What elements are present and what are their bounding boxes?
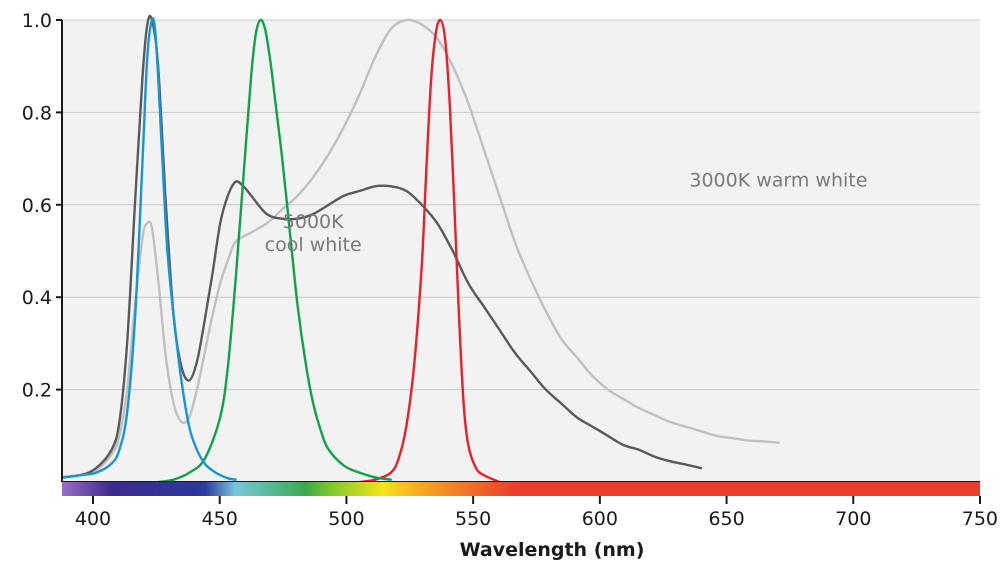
series-line [60,14,703,479]
x-tick-label: 750 [962,508,998,530]
x-tick-label: 600 [582,508,618,530]
y-tick-label: 0.4 [22,287,52,309]
grid-lines [56,19,980,391]
series-annotation: 3000K warm white [689,169,867,191]
y-tick-label: 0.8 [22,102,52,124]
y-tick-label: 0.2 [22,380,52,402]
x-tick-label: 400 [75,508,111,530]
y-tick-label: 0.6 [22,195,52,217]
spectrum-color-bar [62,482,980,496]
series-line [60,18,780,479]
x-tick-label: 550 [455,508,491,530]
y-tick-label: 1.0 [22,10,52,32]
series-group [60,14,780,484]
x-tick-label: 700 [835,508,871,530]
series-line [60,17,237,481]
x-tick-label: 450 [202,508,238,530]
x-axis-title: Wavelength (nm) [460,539,645,560]
x-tick-label: 650 [708,508,744,530]
series-line [156,18,392,484]
series-annotation: cool white [265,234,362,256]
y-tick-labels: 0.2 0.4 0.6 0.8 1.0 [22,10,52,402]
plot-background [62,20,980,482]
x-tick-label: 500 [328,508,364,530]
series-line [358,18,501,484]
series-annotation: 5000K [283,211,344,233]
x-tick-labels: 400 450 500 550 600 650 700 750 [75,496,998,530]
